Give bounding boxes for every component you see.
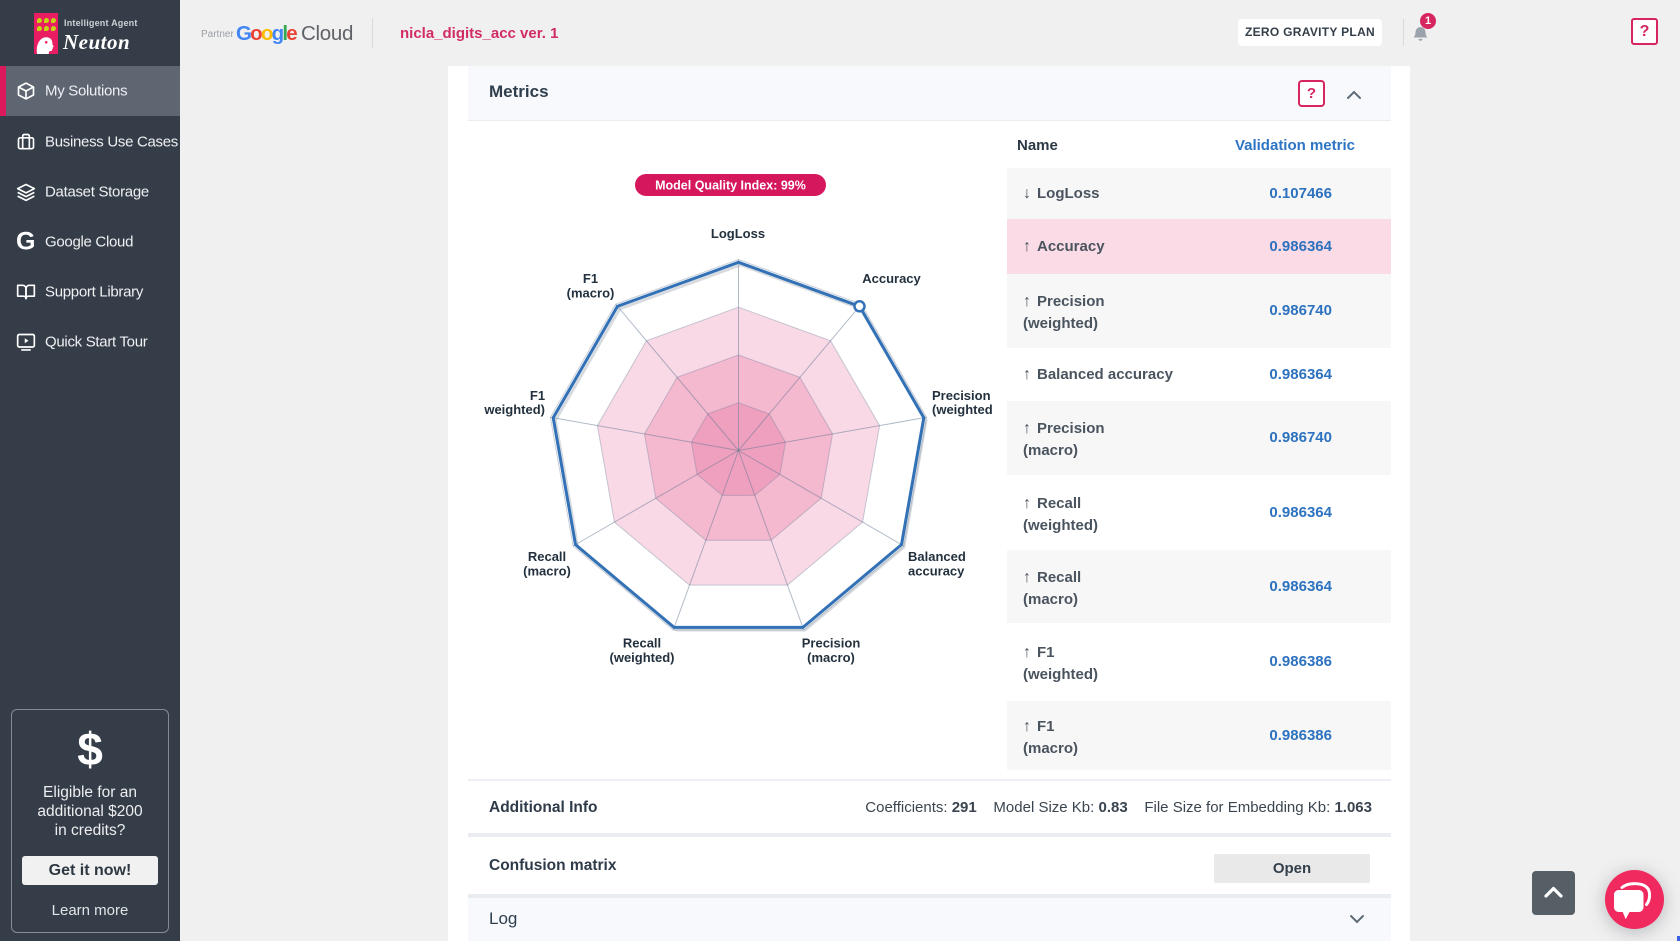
svg-text:Model Quality Index: 99%: Model Quality Index: 99% — [655, 179, 806, 193]
svg-text:Recall: Recall — [623, 636, 661, 651]
svg-text:Precision: Precision — [932, 388, 991, 403]
svg-text:(weighted): (weighted) — [610, 650, 675, 665]
svg-text:Balanced: Balanced — [908, 549, 966, 564]
svg-text:Accuracy: Accuracy — [862, 271, 921, 286]
svg-text:Recall: Recall — [528, 549, 566, 564]
svg-text:LogLoss: LogLoss — [711, 226, 765, 241]
svg-text:(macro): (macro) — [523, 564, 571, 579]
svg-text:accuracy: accuracy — [908, 564, 965, 579]
svg-text:F1: F1 — [530, 388, 545, 403]
svg-text:weighted): weighted) — [483, 402, 545, 417]
svg-text:(macro): (macro) — [807, 650, 855, 665]
svg-text:(weighted: (weighted — [932, 402, 993, 417]
svg-text:F1: F1 — [583, 271, 598, 286]
svg-text:Precision: Precision — [802, 636, 861, 651]
svg-text:(macro): (macro) — [567, 286, 615, 301]
